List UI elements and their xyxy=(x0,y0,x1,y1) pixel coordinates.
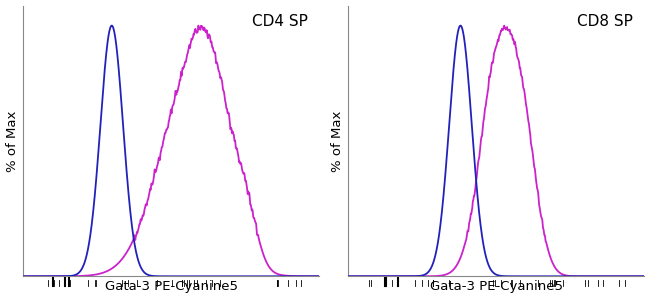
Text: CD8 SP: CD8 SP xyxy=(577,14,632,29)
Text: CD4 SP: CD4 SP xyxy=(252,14,307,29)
X-axis label: Gata-3 PE-Cyanine5: Gata-3 PE-Cyanine5 xyxy=(105,280,238,293)
Y-axis label: % of Max: % of Max xyxy=(6,110,19,172)
Y-axis label: % of Max: % of Max xyxy=(331,110,344,172)
X-axis label: Gata-3 PE-Cyanine5: Gata-3 PE-Cyanine5 xyxy=(430,280,563,293)
